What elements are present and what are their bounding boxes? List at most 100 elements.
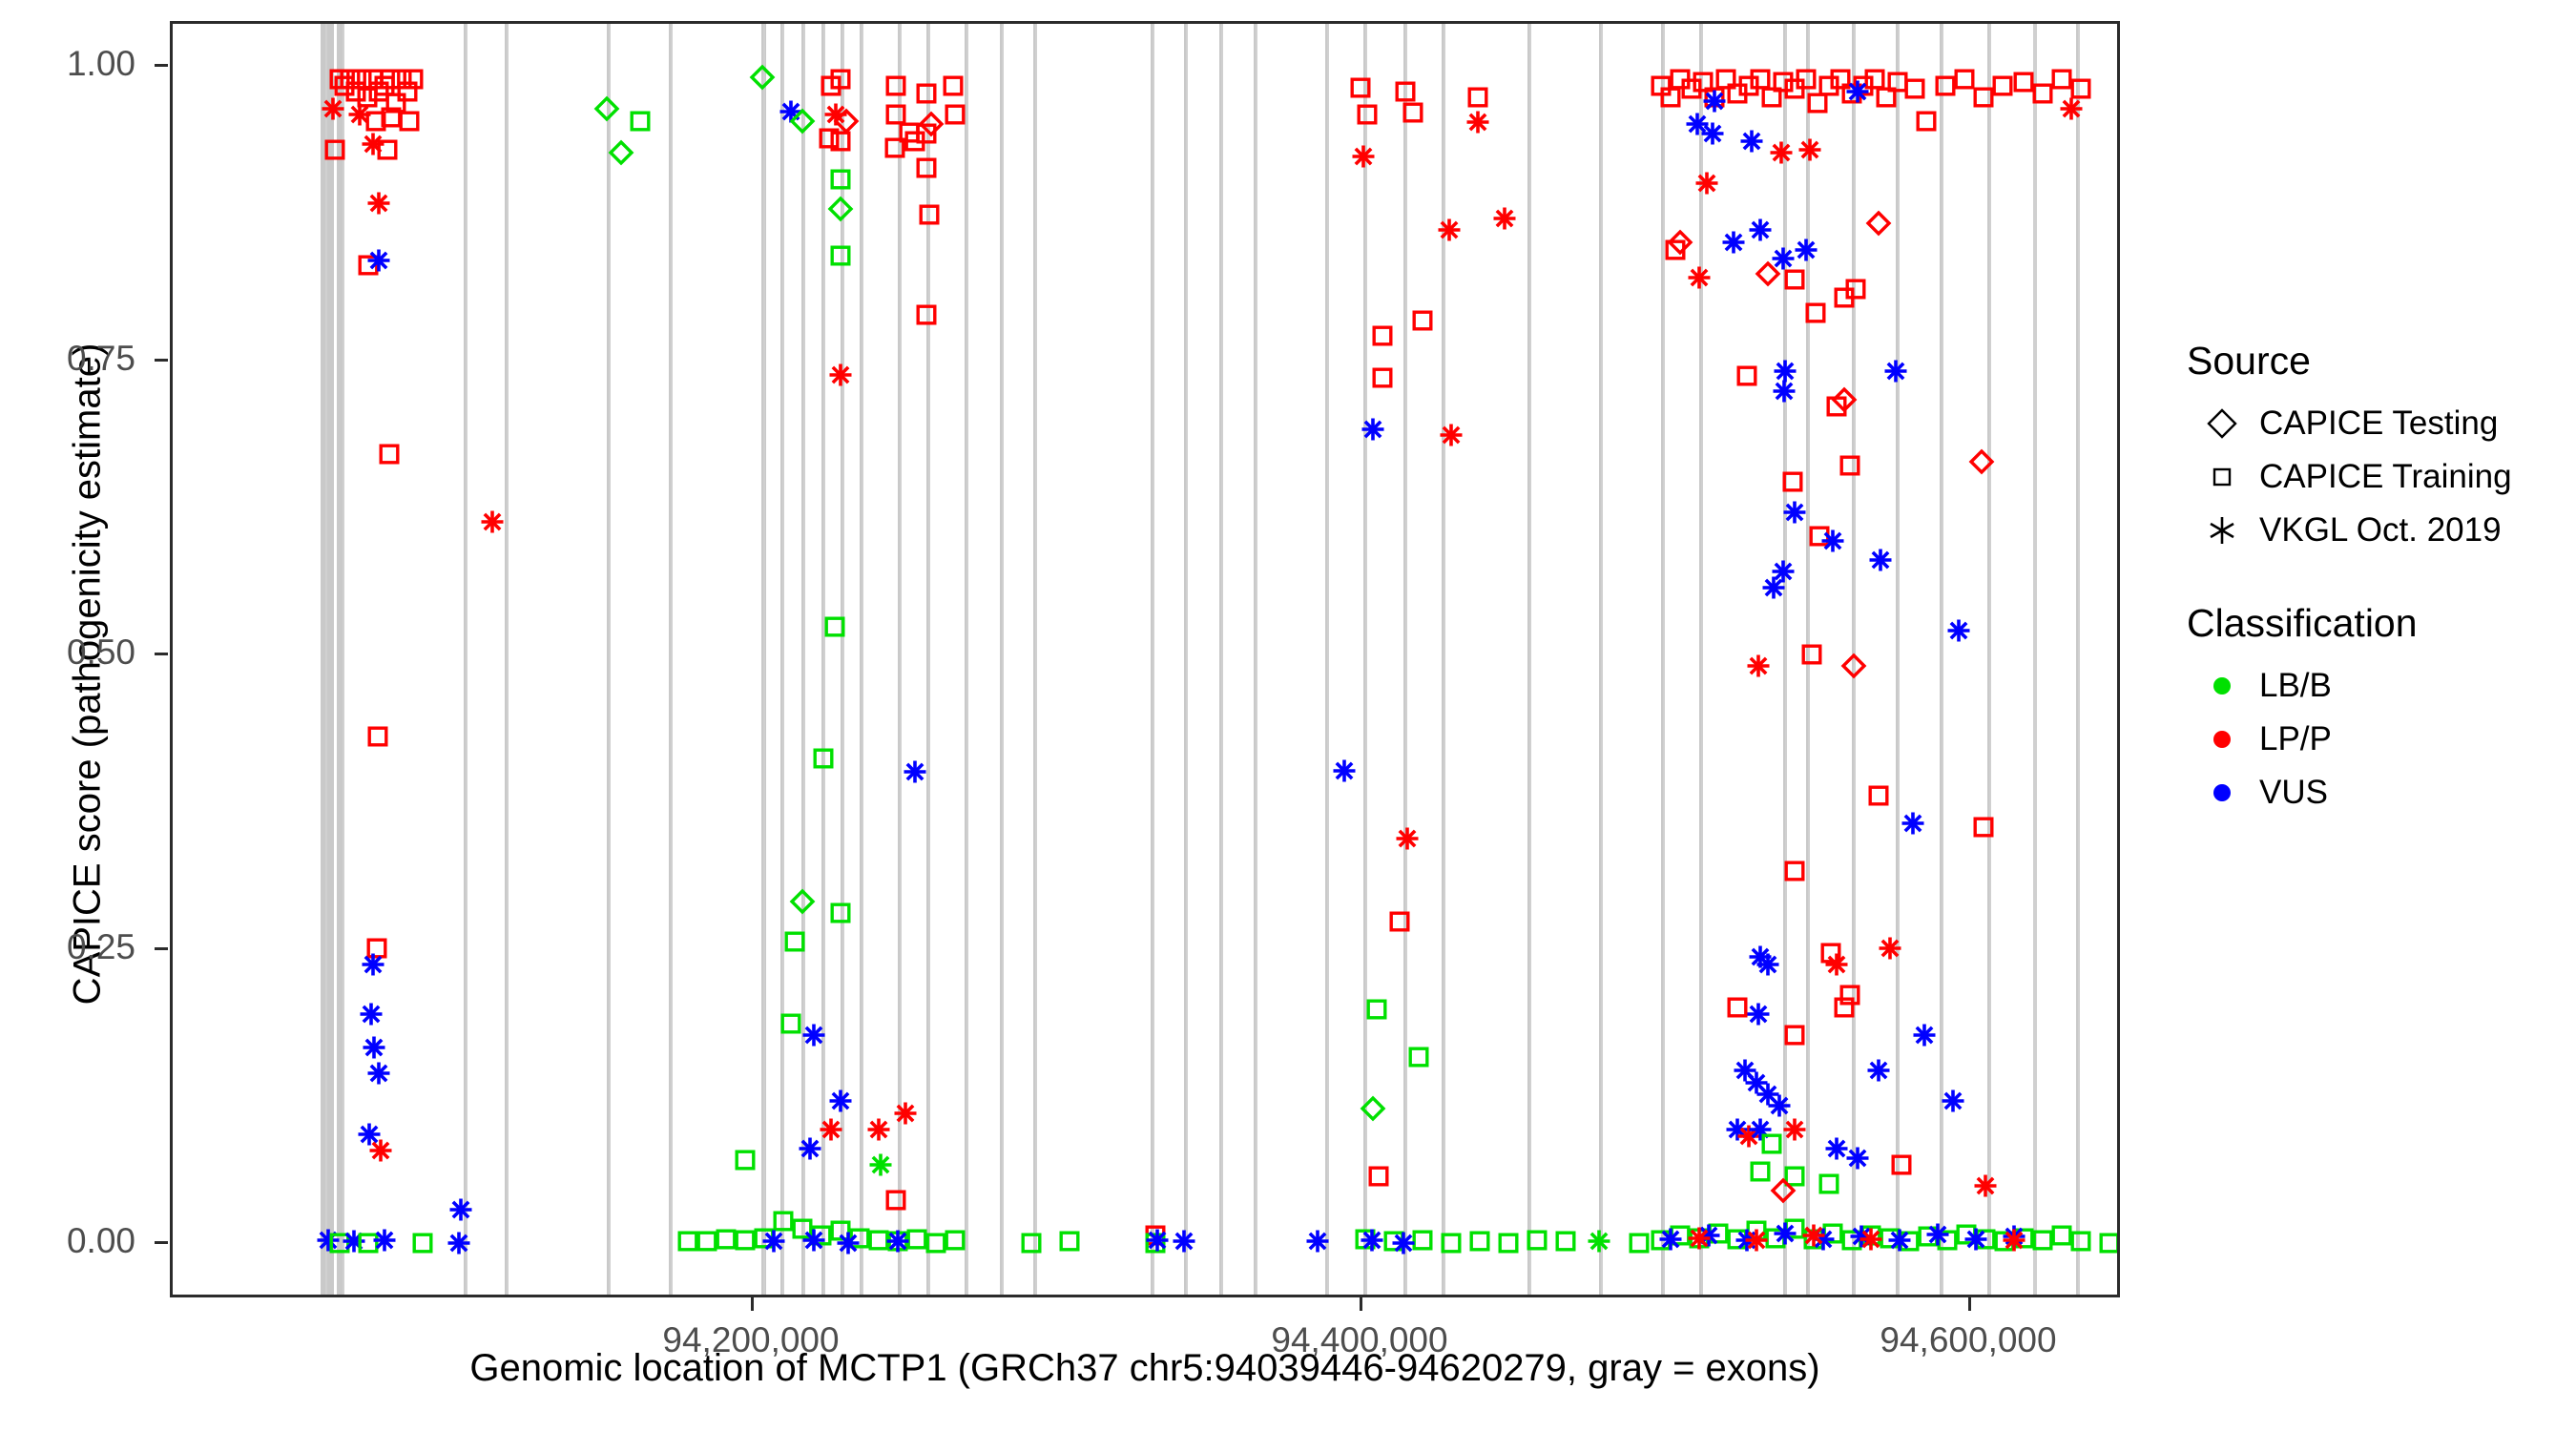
data-point — [332, 73, 357, 98]
exon-band — [1325, 24, 1328, 1295]
data-point — [1465, 85, 1490, 110]
exon-guide-line — [671, 24, 673, 1295]
exon-guide-line — [507, 24, 509, 1295]
data-point — [1811, 1227, 1836, 1252]
data-point — [1933, 73, 1958, 98]
legend-item-vkgl[interactable]: VKGL Oct. 2019 — [2185, 504, 2566, 557]
data-point — [361, 952, 385, 977]
y-axis-label: CAPICE score (pathogenicity estimate) — [66, 342, 109, 1006]
data-point — [823, 102, 848, 127]
data-point — [1992, 1229, 2017, 1254]
exon-guide-line — [1701, 24, 1703, 1295]
data-point — [1410, 1228, 1435, 1253]
legend-item-vus[interactable]: VUS — [2185, 766, 2566, 819]
square-icon — [2185, 461, 2259, 493]
data-point — [1990, 73, 2015, 98]
data-point — [1799, 642, 1824, 667]
exon-band — [505, 24, 508, 1295]
data-point — [1437, 218, 1462, 242]
data-point — [1735, 1228, 1759, 1253]
data-point — [1387, 909, 1412, 934]
legend-item-capice-testing[interactable]: CAPICE Testing — [2185, 397, 2566, 450]
legend: Source CAPICE Testing CAPICE Training VK… — [2185, 339, 2566, 819]
exon-guide-line — [763, 24, 765, 1295]
exon-band — [1599, 24, 1602, 1295]
exon-guide-line — [1444, 24, 1445, 1295]
exon-guide-line — [900, 24, 902, 1295]
legend-label-capice-testing: CAPICE Testing — [2259, 404, 2499, 442]
exon-band — [860, 24, 862, 1295]
data-point — [714, 1227, 738, 1252]
data-point — [395, 79, 420, 104]
y-axis-tick-label: 1.00 — [66, 44, 135, 83]
dot-red-icon — [2185, 723, 2259, 756]
data-point — [1887, 1228, 1912, 1253]
y-axis-tick — [155, 64, 168, 67]
data-point — [1410, 308, 1435, 333]
exon-guide-line — [1256, 24, 1257, 1295]
data-point — [1663, 238, 1688, 262]
data-point — [1845, 79, 1870, 104]
data-point — [1700, 121, 1725, 146]
data-point — [1744, 1228, 1769, 1253]
data-point — [397, 109, 422, 134]
data-point — [366, 79, 391, 104]
exon-guide-line — [1221, 24, 1223, 1295]
data-point — [1465, 110, 1490, 135]
legend-label-lbb: LB/B — [2259, 667, 2332, 704]
data-point — [918, 111, 945, 137]
legend-item-lbb[interactable]: LB/B — [2185, 659, 2566, 713]
legend-title-source: Source — [2187, 339, 2311, 383]
data-point — [1744, 1070, 1769, 1095]
dot-green-icon — [2185, 670, 2259, 702]
data-point — [883, 73, 908, 98]
data-point — [1824, 394, 1849, 419]
exon-guide-line — [1365, 24, 1367, 1295]
exon-band — [321, 24, 334, 1295]
data-point — [2059, 96, 2084, 121]
data-point — [2002, 1224, 2026, 1249]
data-point — [1746, 1002, 1771, 1027]
exon-band — [1403, 24, 1406, 1295]
exon-guide-line — [823, 24, 825, 1295]
data-point — [1668, 67, 1693, 92]
exon-guide-line — [862, 24, 863, 1295]
data-point — [941, 73, 966, 98]
data-point — [866, 1117, 891, 1142]
exon-band — [1527, 24, 1530, 1295]
data-point — [448, 1197, 473, 1222]
exon-guide-line — [609, 24, 611, 1295]
exon-guide-line — [1808, 24, 1810, 1295]
legend-label-vkgl: VKGL Oct. 2019 — [2259, 511, 2502, 549]
data-point — [1807, 524, 1832, 549]
data-point — [1971, 85, 1996, 110]
exon-band — [1033, 24, 1036, 1295]
exon-guide-line — [803, 24, 805, 1295]
exon-guide-line — [1186, 24, 1188, 1295]
exon-guide-line — [782, 24, 784, 1295]
data-point — [1866, 783, 1891, 808]
data-point — [349, 67, 374, 92]
asterisk-icon — [2185, 514, 2259, 547]
legend-item-lpp[interactable]: LP/P — [2185, 713, 2566, 766]
y-axis-tick-label: 0.50 — [66, 633, 135, 672]
data-point — [1971, 815, 1996, 840]
exon-band — [1896, 24, 1899, 1295]
exon-guide-line — [2035, 24, 2037, 1295]
data-point — [628, 109, 653, 134]
exon-band — [926, 24, 929, 1295]
exon-guide-line — [325, 24, 327, 1295]
data-point — [384, 91, 408, 115]
data-point — [1820, 529, 1845, 553]
data-point — [1364, 997, 1389, 1022]
data-point — [1801, 1223, 1826, 1248]
legend-item-capice-training[interactable]: CAPICE Training — [2185, 450, 2566, 504]
data-point — [1627, 1231, 1652, 1255]
data-point — [1868, 548, 1893, 572]
data-point — [1668, 1223, 1693, 1248]
data-point — [1769, 140, 1794, 165]
data-point — [1755, 952, 1780, 977]
data-point — [1685, 112, 1710, 136]
plot-layers — [173, 24, 2117, 1295]
exon-guide-line — [343, 24, 344, 1295]
